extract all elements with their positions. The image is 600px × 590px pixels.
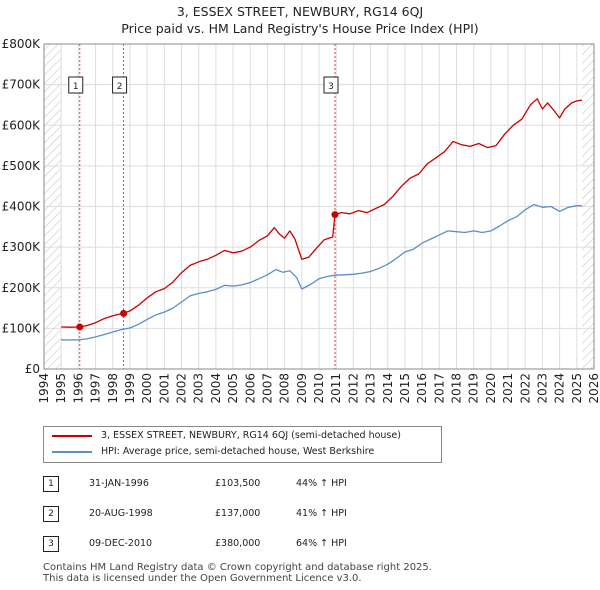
x-tick-label: 2003 [192,373,206,404]
y-tick-label: £800K [2,37,42,51]
x-tick-label: 2021 [501,373,515,404]
series-line-property [61,98,583,328]
legend-swatch-property [52,435,92,437]
legend-label-property: 3, ESSEX STREET, NEWBURY, RG14 6QJ (semi… [101,430,401,441]
y-tick-label: £600K [2,118,42,132]
transaction-marker-label: 1 [73,82,79,92]
x-tick-label: 2023 [535,373,549,404]
x-tick-label: 2024 [553,373,567,404]
x-tick-label: 2001 [157,373,171,404]
y-tick-label: £500K [2,159,42,173]
x-tick-label: 1996 [71,373,85,404]
x-tick-label: 1994 [37,373,51,404]
transaction-hpi-diff: 64% ↑ HPI [296,538,347,549]
x-tick-label: 2015 [398,373,412,404]
transaction-price: £103,500 [215,478,261,489]
legend-swatch-hpi [52,451,92,453]
x-tick-label: 2004 [209,373,223,404]
y-tick-label: £100K [2,321,42,335]
x-tick-label: 2000 [140,373,154,404]
x-tick-label: 2011 [329,373,343,404]
x-tick-label: 2014 [381,373,395,404]
transaction-date: 09-DEC-2010 [89,538,153,549]
x-tick-label: 2025 [570,373,584,404]
x-tick-label: 1999 [123,373,137,404]
x-tick-label: 2009 [295,373,309,404]
x-tick-label: 2012 [346,373,360,404]
x-tick-label: 2006 [243,373,257,404]
x-tick-label: 2022 [518,373,532,404]
x-tick-label: 2008 [278,373,292,404]
x-tick-label: 2019 [467,373,481,404]
y-tick-label: £700K [2,78,42,92]
x-tick-label: 2026 [587,373,600,404]
x-tick-label: 2013 [364,373,378,404]
x-tick-label: 2020 [484,373,498,404]
chart-subtitle: Price paid vs. HM Land Registry's House … [121,21,479,36]
transaction-marker-label: 2 [117,82,123,92]
transaction-marker-box [323,76,339,94]
legend-label-hpi: HPI: Average price, semi-detached house,… [101,446,375,457]
x-tick-label: 2005 [226,373,240,404]
transaction-hpi-diff: 44% ↑ HPI [296,478,347,489]
transaction-hpi-diff: 41% ↑ HPI [296,508,347,519]
chart-title: 3, ESSEX STREET, NEWBURY, RG14 6QJ [176,4,424,19]
transaction-point [331,211,339,219]
transaction-number: 2 [43,506,59,522]
transaction-price: £380,000 [215,538,261,549]
y-tick-label: £200K [2,281,42,295]
price-chart: 1 2 3 £0 £100K £200K £300K £400K £500K £600K £700… [2,37,600,404]
x-tick-label: 2018 [450,373,464,404]
transaction-marker-box [68,76,84,94]
transaction-number: 1 [43,476,59,492]
footer-licence: This data is licensed under the Open Gov… [43,573,362,584]
y-tick-label: £0 [25,362,40,376]
transaction-date: 20-AUG-1998 [89,508,153,519]
transaction-date: 31-JAN-1996 [89,478,149,489]
transaction-point [120,309,128,317]
x-tick-label: 1998 [106,373,120,404]
transaction-price: £137,000 [215,508,261,519]
chart-legend: 3, ESSEX STREET, NEWBURY, RG14 6QJ (semi… [43,426,442,463]
x-tick-label: 2007 [260,373,274,404]
x-tick-label: 1997 [89,373,103,404]
transaction-number: 3 [43,536,59,552]
footer-copyright: Contains HM Land Registry data © Crown c… [43,562,432,573]
transaction-marker-box [112,76,128,94]
x-tick-label: 2017 [432,373,446,404]
y-tick-label: £400K [2,200,42,214]
y-tick-label: £300K [2,240,42,254]
x-tick-label: 2016 [415,373,429,404]
x-tick-label: 2010 [312,373,326,404]
series-line-hpi [61,203,582,341]
x-tick-label: 1995 [54,373,68,404]
transaction-point [76,323,84,331]
plot-frame [43,43,595,370]
transaction-marker-label: 3 [328,82,334,92]
x-tick-label: 2002 [175,373,189,404]
